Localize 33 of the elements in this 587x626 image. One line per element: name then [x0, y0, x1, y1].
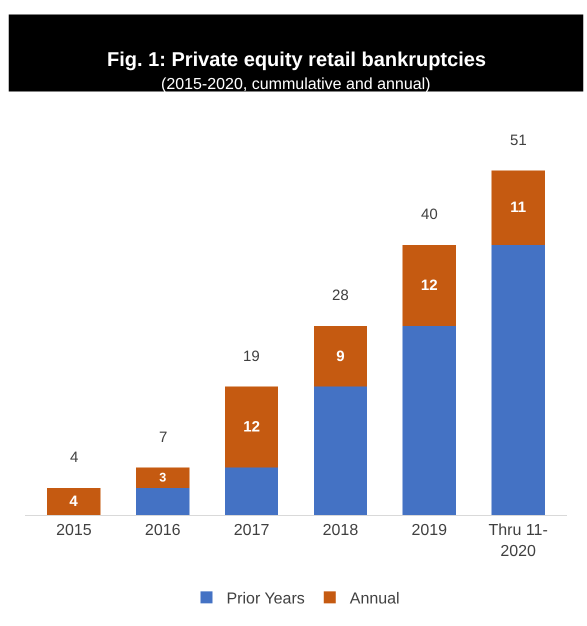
data-label: 9 — [336, 348, 345, 365]
data-label: 12 — [243, 418, 260, 436]
data-label: 3 — [159, 470, 166, 485]
x-tick-label: 2018 — [322, 522, 358, 540]
bar — [47, 488, 101, 515]
x-tick-label: 2015 — [56, 522, 92, 540]
x-tick-label: 2017 — [234, 522, 270, 540]
data-label: 12 — [420, 276, 438, 294]
data-label: 11 — [510, 199, 526, 216]
bar — [136, 468, 190, 488]
x-tick-label: Thru 11-2020 — [488, 522, 548, 560]
bar — [491, 244, 545, 515]
bar — [224, 386, 278, 468]
total-label: 28 — [332, 287, 349, 304]
x-tick-label: 2016 — [144, 522, 181, 540]
total-label: 4 — [70, 449, 78, 466]
chart-subtitle: (2015-2020, cummulative and annual) — [161, 76, 430, 93]
data-label: 4 — [69, 492, 78, 510]
total-label: 51 — [510, 132, 527, 149]
bar — [491, 170, 545, 245]
bar — [314, 326, 368, 387]
total-label: 40 — [421, 206, 438, 223]
chart-title: Fig. 1: Private equity retail bankruptcies — [107, 49, 486, 71]
legend-label: Annual — [350, 590, 400, 608]
bar — [314, 386, 368, 515]
bar — [136, 488, 190, 515]
total-label: 7 — [159, 429, 168, 446]
legend-label: Prior Years — [226, 590, 305, 608]
total-label: 19 — [243, 348, 260, 365]
bar — [224, 468, 278, 515]
x-tick-label: 2019 — [411, 522, 448, 540]
bar — [402, 326, 456, 515]
bar — [402, 244, 456, 326]
